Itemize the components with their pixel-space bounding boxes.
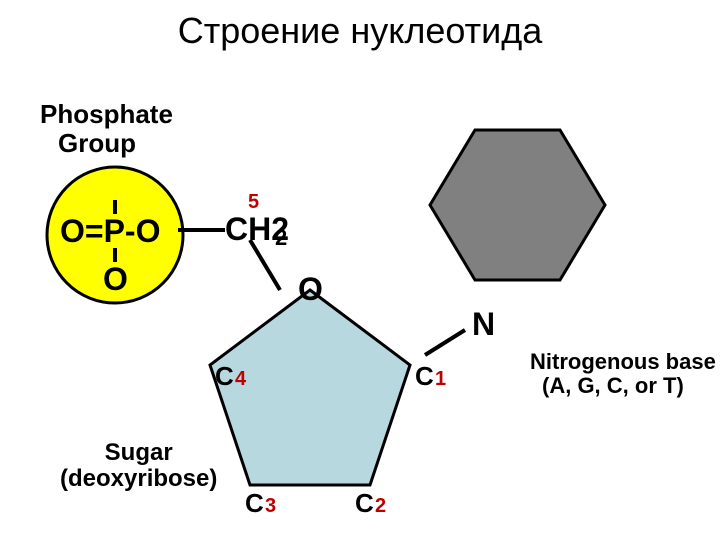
ch2-sub: 2 [275,225,287,250]
phosphate-formula-bottom: O [103,261,128,297]
c4-label: C [215,361,234,391]
nbase-hexagon [430,130,605,280]
c2-num: 2 [375,495,386,517]
n-label: N [472,306,495,342]
bond-c1-n [425,330,465,355]
ch2-5-label: 5 [248,191,259,213]
diagram-svg: O=P-O O 5 CH2 2 O N C 4 C 1 C 3 C 2 [0,0,720,540]
c1-label: C [415,361,434,391]
c3-num: 3 [265,495,276,517]
c1-num: 1 [435,368,446,390]
c2-label: C [355,488,374,518]
phosphate-formula: O=P-O [60,213,160,249]
c4-num: 4 [235,368,247,390]
c3-label: C [245,488,264,518]
sugar-o-label: O [298,271,323,307]
